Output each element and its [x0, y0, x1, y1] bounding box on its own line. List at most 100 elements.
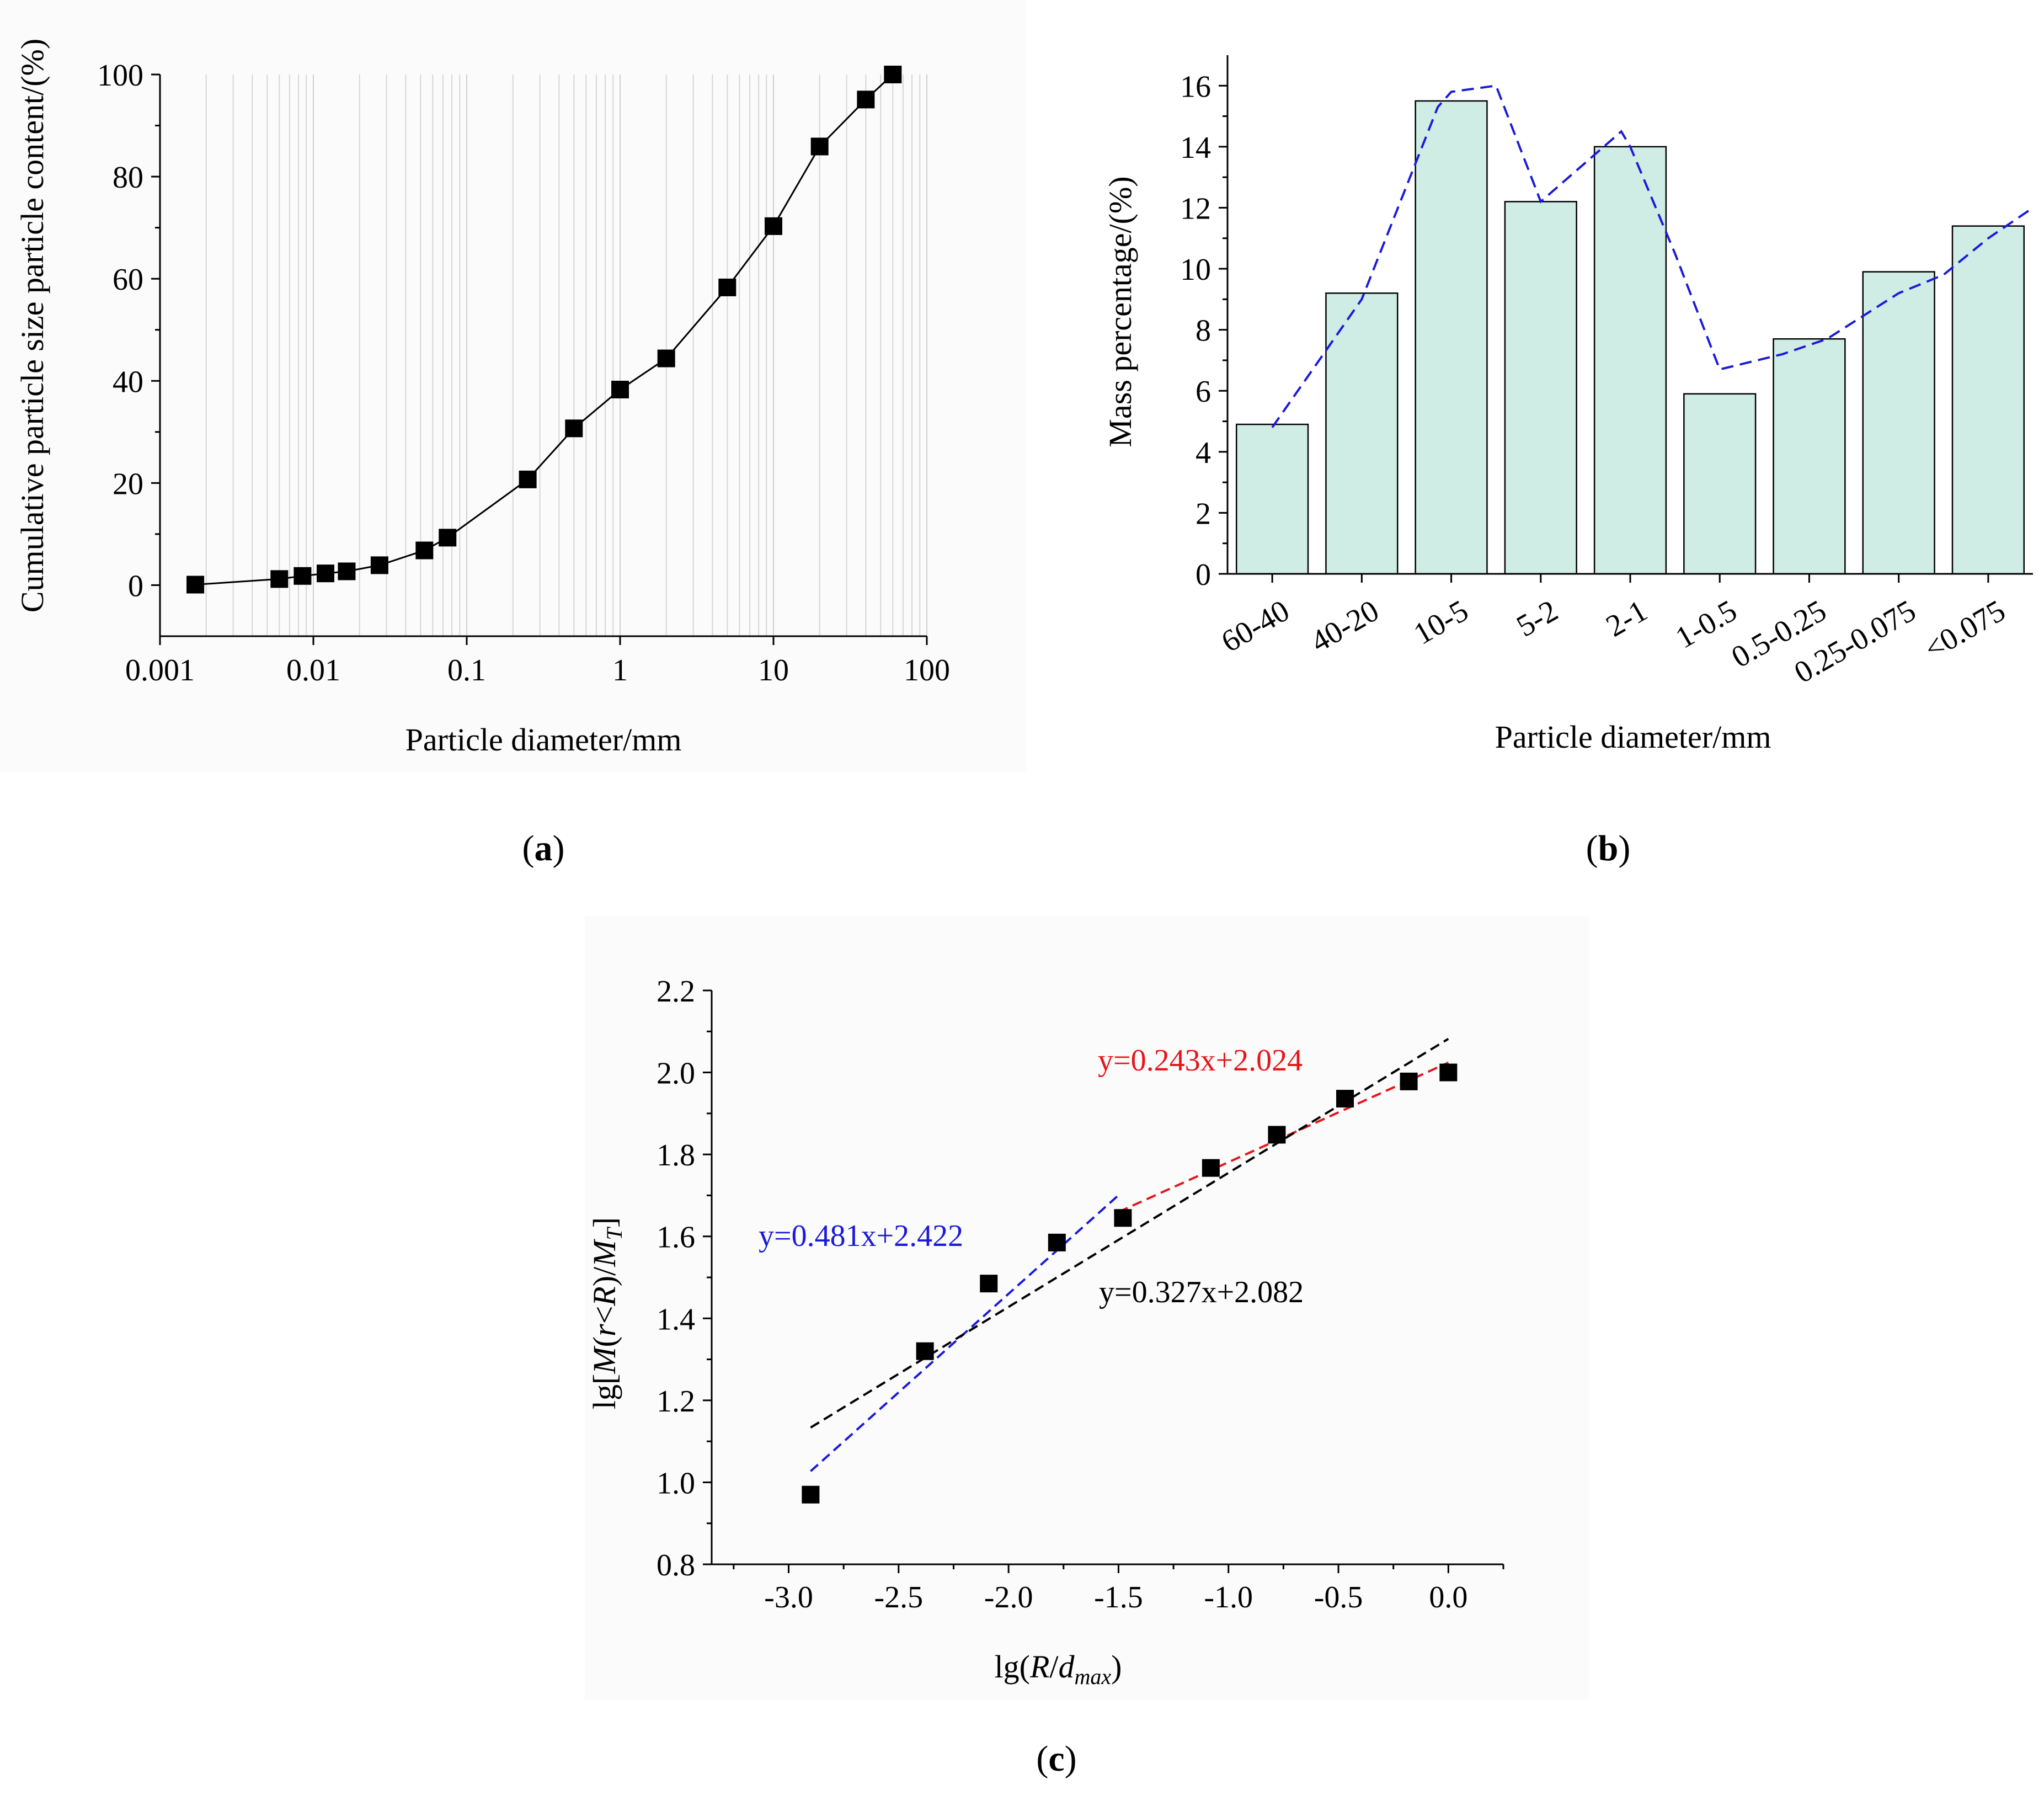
caption-letter: a: [534, 828, 553, 869]
x-tick-label: 60-40: [1215, 594, 1295, 659]
x-tick-label: 0.1: [447, 653, 486, 688]
x-tick-label: 2-1: [1600, 594, 1653, 644]
data-point: [439, 529, 457, 547]
y-tick-label: 6: [1196, 375, 1211, 409]
x-tick-label: 0.001: [125, 653, 195, 688]
data-point: [1268, 1126, 1286, 1144]
bar: [1862, 271, 1935, 575]
data-point: [270, 570, 289, 588]
series-line: [195, 73, 894, 585]
x-tick-label: -2.0: [984, 1580, 1033, 1615]
bar: [1683, 393, 1757, 575]
y-tick-label: 1.8: [657, 1138, 695, 1173]
y-tick-label: 100: [97, 58, 143, 93]
x-tick-label: 10-5: [1408, 594, 1474, 652]
caption-paren-close: ): [552, 828, 565, 869]
bar: [1504, 201, 1577, 575]
bar: [1325, 292, 1399, 575]
panel-a-x-axis-label: Particle diameter/mm: [405, 722, 682, 758]
x-tick-label: -1.5: [1094, 1580, 1143, 1615]
y-tick-label: 20: [113, 467, 143, 501]
panel-b-bars: [1235, 100, 2025, 575]
panel-c-plot: 0.8 1.0 1.2 1.4 1.6 1.8 2.0 2.2 -3.0 -2.5 -2.0 -1.5…: [586, 974, 1504, 1689]
y-tick-label: 0.8: [657, 1548, 695, 1583]
fit-line-blue: [810, 1194, 1119, 1472]
x-tick-label: 40-20: [1305, 594, 1385, 659]
data-point: [370, 556, 388, 574]
panel-a-series: [186, 66, 902, 594]
x-tick-label: -3.0: [764, 1580, 813, 1615]
x-tick-label: 0.01: [286, 653, 340, 688]
y-tick-label: 1.4: [657, 1302, 695, 1336]
panel-c-caption: (c): [1001, 1738, 1112, 1780]
bar: [1951, 225, 2025, 575]
bar: [1593, 146, 1667, 575]
data-point: [317, 564, 335, 583]
y-tick-label: 0: [128, 569, 143, 603]
panel-c-y-axis-label: lg[M(r<R)/MT]: [586, 1217, 627, 1409]
caption-letter: b: [1598, 828, 1619, 869]
data-point: [415, 541, 434, 560]
y-tick-label: 2: [1196, 497, 1211, 531]
y-tick-label: 14: [1180, 131, 1211, 165]
x-tick-label: -2.5: [874, 1580, 923, 1615]
bar: [1415, 100, 1488, 575]
y-tick-label: 80: [113, 161, 143, 195]
panel-c-x-axis-label: lg(R/dmax): [995, 1649, 1122, 1689]
x-tick-label: 5-2: [1511, 594, 1564, 644]
panel-c-ticks: 0.8 1.0 1.2 1.4 1.6 1.8 2.0 2.2 -3.0 -2.5 -2.0 -1.5…: [657, 974, 1504, 1615]
x-tick-label: -1.0: [1204, 1580, 1253, 1615]
data-point: [1114, 1209, 1132, 1227]
y-tick-label: 40: [113, 365, 143, 399]
y-tick-label: 2.0: [657, 1057, 695, 1091]
panel-a-plot: 0 20 40 60 80 100 0.001 0.01 0.1 1 10 100 Particle …: [14, 39, 950, 758]
data-point: [884, 66, 902, 83]
data-point: [1202, 1159, 1220, 1177]
panel-a-chart: 0 20 40 60 80 100 0.001 0.01 0.1 1 10 100 Particle …: [0, 0, 1026, 773]
y-tick-label: 4: [1196, 436, 1211, 470]
y-tick-label: 0: [1196, 558, 1211, 592]
data-point: [916, 1342, 934, 1360]
y-tick-label: 2.2: [657, 974, 695, 1009]
panel-a-axes: [159, 74, 927, 637]
panel-b-chart: 0 2 4 6 8 10 12 14 16 60-40 40-20 10-5 5-2 2-1 1-0.5 0.…: [1081, 0, 2044, 773]
data-point: [765, 217, 782, 235]
y-tick-label: 1.2: [657, 1384, 695, 1419]
data-point: [338, 562, 356, 580]
y-tick-label: 8: [1196, 314, 1211, 348]
x-tick-label: <0.075: [1919, 594, 2011, 667]
trend-line: [1271, 84, 2030, 428]
caption-paren-open: (: [1586, 828, 1598, 869]
caption-paren-close: ): [1618, 828, 1631, 869]
caption-paren-close: ): [1064, 1739, 1077, 1779]
data-point: [802, 1485, 820, 1504]
panel-a-ticks: 0 20 40 60 80 100 0.001 0.01 0.1 1 10 100: [97, 58, 950, 688]
panel-a-caption: (a): [488, 828, 599, 870]
y-tick-label: 1.0: [657, 1466, 695, 1500]
fit-line-red: [1118, 1061, 1449, 1213]
panel-c-chart: 0.8 1.0 1.2 1.4 1.6 1.8 2.0 2.2 -3.0 -2.5 -2.0 -1.5…: [585, 916, 1589, 1700]
caption-paren-open: (: [1036, 1739, 1049, 1779]
y-tick-label: 1.6: [657, 1221, 695, 1255]
data-point: [1336, 1090, 1354, 1108]
x-tick-label: -0.5: [1314, 1580, 1363, 1615]
data-point: [718, 278, 737, 296]
data-point: [857, 90, 875, 109]
panel-b-y-axis-label: Mass percentage/(%): [1102, 176, 1138, 447]
y-tick-label: 10: [1180, 253, 1211, 287]
data-point: [1400, 1072, 1418, 1090]
data-point: [519, 470, 537, 488]
data-point: [186, 576, 205, 594]
bar: [1235, 423, 1309, 575]
data-point: [1048, 1233, 1066, 1251]
data-point: [657, 349, 675, 367]
data-point: [293, 567, 312, 585]
panel-b-x-axis-label: Particle diameter/mm: [1495, 719, 1771, 755]
data-point: [1439, 1063, 1458, 1082]
data-point: [611, 381, 629, 399]
data-point: [565, 419, 583, 438]
y-tick-label: 12: [1180, 191, 1211, 226]
x-tick-label: 100: [904, 653, 950, 688]
fit-label-red: y=0.243x+2.024: [1098, 1043, 1303, 1078]
x-tick-label: 1: [612, 653, 628, 688]
